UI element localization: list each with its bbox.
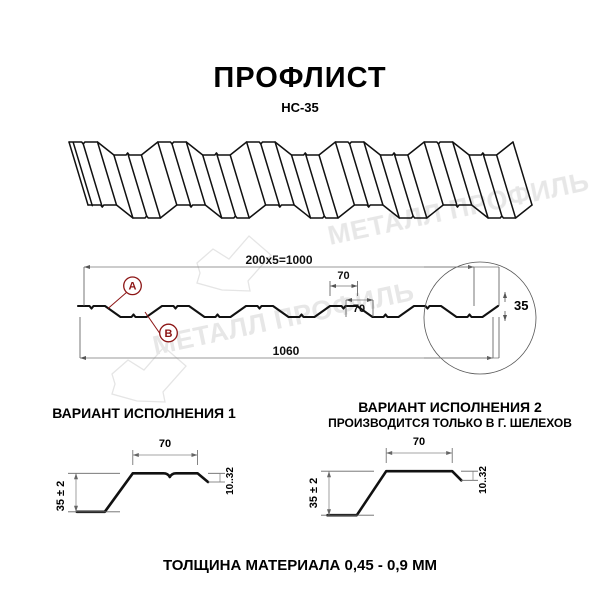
svg-text:70: 70 [337,270,349,282]
svg-text:10..32: 10..32 [225,467,236,495]
svg-text:ПРОФЛИСТ: ПРОФЛИСТ [213,62,386,94]
svg-text:ПРОИЗВОДИТСЯ ТОЛЬКО В Г. ШЕЛЕХ: ПРОИЗВОДИТСЯ ТОЛЬКО В Г. ШЕЛЕХОВ [328,416,572,430]
svg-text:70: 70 [159,438,171,450]
svg-text:70: 70 [353,303,365,315]
svg-text:A: A [129,281,137,293]
svg-text:B: B [165,328,173,340]
svg-text:10..32: 10..32 [478,466,489,494]
svg-text:70: 70 [413,436,425,448]
svg-text:35 ± 2: 35 ± 2 [308,478,320,509]
svg-text:НС-35: НС-35 [281,100,319,115]
svg-text:35 ± 2: 35 ± 2 [55,481,67,512]
svg-text:ТОЛЩИНА МАТЕРИАЛА 0,45 - 0,9 М: ТОЛЩИНА МАТЕРИАЛА 0,45 - 0,9 ММ [163,557,437,574]
svg-text:ВАРИАНТ ИСПОЛНЕНИЯ 2: ВАРИАНТ ИСПОЛНЕНИЯ 2 [358,399,542,415]
svg-text:35: 35 [514,298,528,313]
svg-text:200x5=1000: 200x5=1000 [245,253,312,267]
svg-text:ВАРИАНТ ИСПОЛНЕНИЯ 1: ВАРИАНТ ИСПОЛНЕНИЯ 1 [52,405,236,421]
svg-text:1060: 1060 [273,344,300,358]
